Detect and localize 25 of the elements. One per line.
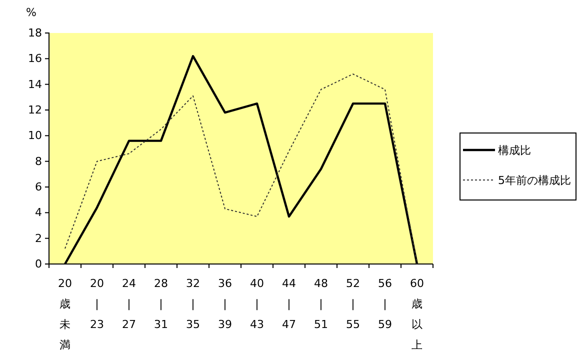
y-tick-label: 14 <box>28 78 42 91</box>
y-tick-label: 12 <box>28 104 42 117</box>
x-tick-label: 56 | 59 <box>378 277 392 331</box>
x-tick-label: 20 | 23 <box>90 277 104 331</box>
y-tick-label: 2 <box>35 232 42 245</box>
x-tick-label: 24 | 27 <box>122 277 136 331</box>
x-tick-label: 32 | 35 <box>186 277 200 331</box>
y-tick-label: 16 <box>28 52 42 66</box>
y-tick-label: 8 <box>35 154 42 168</box>
y-axis-title: % <box>26 6 36 19</box>
y-tick-label: 18 <box>28 26 42 40</box>
x-tick-label: 48 | 51 <box>314 277 328 331</box>
y-tick-label: 0 <box>35 258 42 271</box>
x-tick-label: 52 | 55 <box>346 277 360 331</box>
x-tick-label: 44 | 47 <box>282 277 296 331</box>
x-tick-label: 40 | 43 <box>250 277 264 331</box>
y-tick-label: 4 <box>35 206 42 220</box>
x-tick-label: 60歳以上 <box>410 277 424 352</box>
x-tick-label: 20歳未満 <box>58 277 72 352</box>
legend-label: 構成比 <box>498 144 531 157</box>
legend-label: 5年前の構成比 <box>498 174 571 187</box>
y-tick-label: 6 <box>35 180 42 194</box>
x-tick-label: 28 | 31 <box>154 277 168 331</box>
y-tick-label: 10 <box>28 129 42 142</box>
x-tick-label: 36 | 39 <box>218 277 232 331</box>
